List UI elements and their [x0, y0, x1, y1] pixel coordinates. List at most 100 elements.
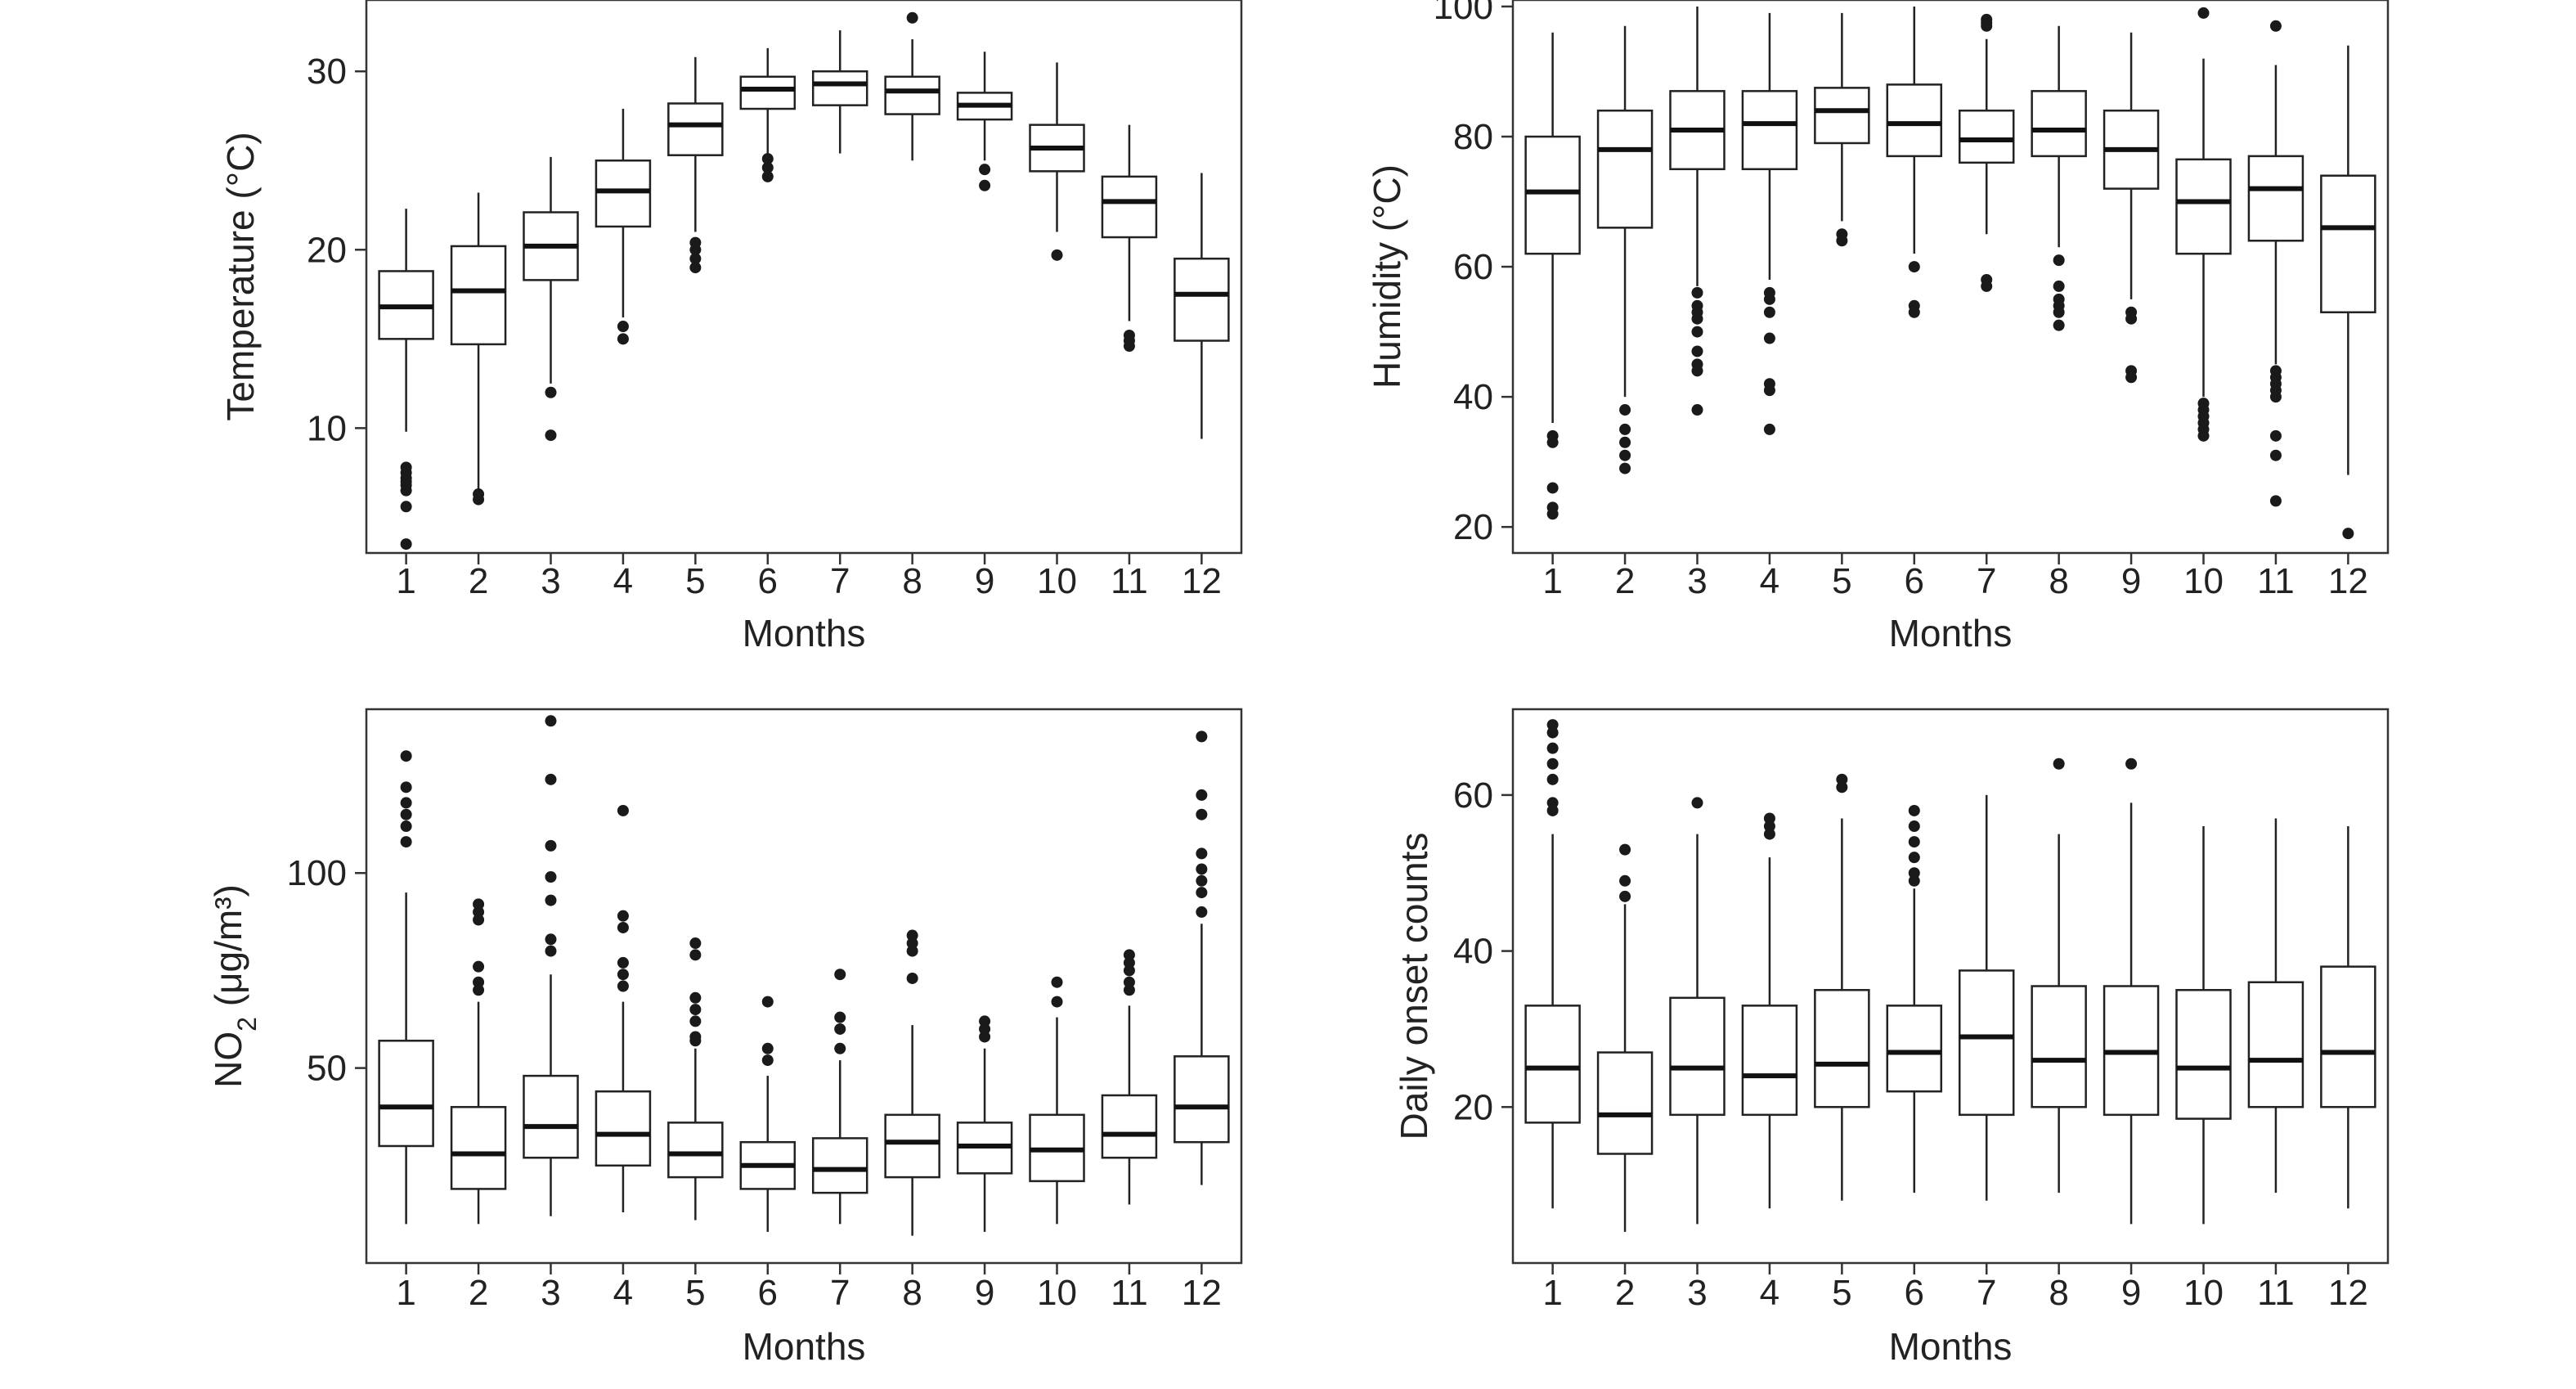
outlier-point: [2125, 371, 2138, 384]
outlier-point: [400, 797, 412, 809]
outlier-point: [1196, 847, 1208, 860]
x-tick-label: 9: [975, 1273, 994, 1313]
iqr-box: [1958, 969, 2015, 1117]
x-tick-label: 11: [1111, 561, 1148, 601]
outlier-point: [689, 1015, 702, 1027]
x-tick-label: 7: [830, 561, 850, 601]
outlier-point: [1619, 404, 1631, 416]
box-month-12: [2320, 45, 2376, 540]
outlier-point: [1981, 20, 1993, 32]
outlier-point: [617, 921, 629, 933]
x-tick-label: 2: [1615, 1273, 1635, 1313]
box-month-3: [523, 156, 579, 442]
outlier-point: [1051, 996, 1063, 1008]
outlier-point: [400, 808, 412, 820]
box-month-7: [1958, 13, 2015, 292]
outlier-point: [1619, 843, 1631, 856]
x-tick-label: 8: [902, 561, 922, 601]
outlier-point: [1546, 742, 1559, 754]
iqr-box: [1596, 109, 1654, 229]
box-month-5: [1814, 12, 1870, 247]
box-month-8: [2031, 757, 2087, 1193]
outlier-point: [2053, 319, 2065, 331]
outlier-point: [1546, 508, 1559, 520]
box-month-11: [2247, 20, 2304, 507]
iqr-box: [811, 70, 868, 106]
outlier-point: [1691, 312, 1703, 325]
box-month-9: [2103, 757, 2160, 1225]
box-month-11: [1101, 949, 1158, 1205]
x-tick-label: 6: [1905, 561, 1924, 601]
x-axis-title: Months: [1889, 612, 2013, 654]
iqr-box: [523, 1074, 579, 1159]
y-axis-title: Daily onset counts: [1393, 833, 1435, 1140]
x-tick-label: 3: [541, 1273, 560, 1313]
outlier-point: [1546, 757, 1559, 770]
outlier-point: [979, 164, 991, 176]
y-tick-label: 20: [1453, 507, 1493, 547]
iqr-box: [811, 1137, 868, 1194]
iqr-box: [2175, 989, 2232, 1120]
x-tick-label: 5: [1832, 561, 1851, 601]
box-month-6: [739, 996, 797, 1232]
outlier-point: [1546, 804, 1559, 816]
outlier-point: [1981, 280, 1993, 292]
outlier-point: [689, 949, 702, 961]
y-tick-label: 30: [307, 52, 347, 92]
outlier-point: [761, 996, 774, 1008]
iqr-box: [884, 1113, 940, 1179]
x-tick-label: 5: [685, 561, 705, 601]
outlier-point: [1691, 365, 1703, 377]
y-tick-label: 40: [1453, 377, 1493, 417]
y-axis-title: NO2 (μg/m³): [207, 884, 262, 1088]
x-tick-label: 2: [469, 1273, 488, 1313]
outlier-point: [2053, 757, 2065, 770]
box-month-6: [1886, 6, 1943, 318]
outlier-point: [1546, 482, 1559, 494]
box-month-12: [1174, 730, 1230, 1185]
iqr-box: [1958, 109, 2015, 164]
box-month-10: [1029, 62, 1085, 261]
box-month-4: [595, 804, 652, 1213]
box-month-12: [1174, 173, 1230, 439]
outlier-point: [617, 969, 629, 981]
outlier-point: [1619, 423, 1631, 435]
y-tick-label: 60: [1453, 247, 1493, 287]
outlier-point: [761, 161, 774, 173]
outlier-point: [1196, 887, 1208, 899]
outlier-point: [1196, 730, 1208, 743]
iqr-box: [739, 75, 797, 110]
outlier-point: [689, 244, 702, 256]
box-month-10: [1029, 976, 1085, 1225]
x-tick-label: 7: [830, 1273, 850, 1313]
box-month-2: [1596, 843, 1654, 1232]
outlier-point: [1546, 773, 1559, 785]
x-tick-label: 10: [1037, 1273, 1077, 1313]
outlier-point: [2269, 449, 2282, 461]
outlier-point: [1196, 906, 1208, 918]
x-axis-title: Months: [743, 612, 866, 654]
box-month-3: [1669, 797, 1726, 1225]
y-axis-title: Humidity (°C): [1366, 164, 1408, 389]
box-month-5: [667, 56, 724, 274]
box-month-6: [739, 47, 797, 182]
x-tick-label: 12: [2328, 1273, 2368, 1313]
outlier-point: [1196, 863, 1208, 875]
iqr-box: [595, 160, 652, 228]
outlier-point: [545, 715, 557, 727]
x-tick-label: 9: [2121, 1273, 2141, 1313]
box-month-12: [2320, 826, 2376, 1209]
box-month-1: [378, 209, 434, 551]
x-tick-label: 8: [2049, 561, 2068, 601]
x-tick-label: 5: [1832, 1273, 1851, 1313]
x-tick-label: 4: [613, 1273, 633, 1313]
outlier-point: [1908, 836, 1920, 848]
outlier-point: [689, 1004, 702, 1016]
outlier-point: [545, 773, 557, 785]
outlier-point: [1196, 874, 1208, 887]
outlier-point: [1123, 340, 1135, 353]
outlier-point: [473, 960, 485, 973]
y-tick-label: 60: [1453, 775, 1493, 816]
y-axis-title: Temperature (°C): [219, 132, 262, 420]
x-tick-label: 10: [2183, 561, 2224, 601]
